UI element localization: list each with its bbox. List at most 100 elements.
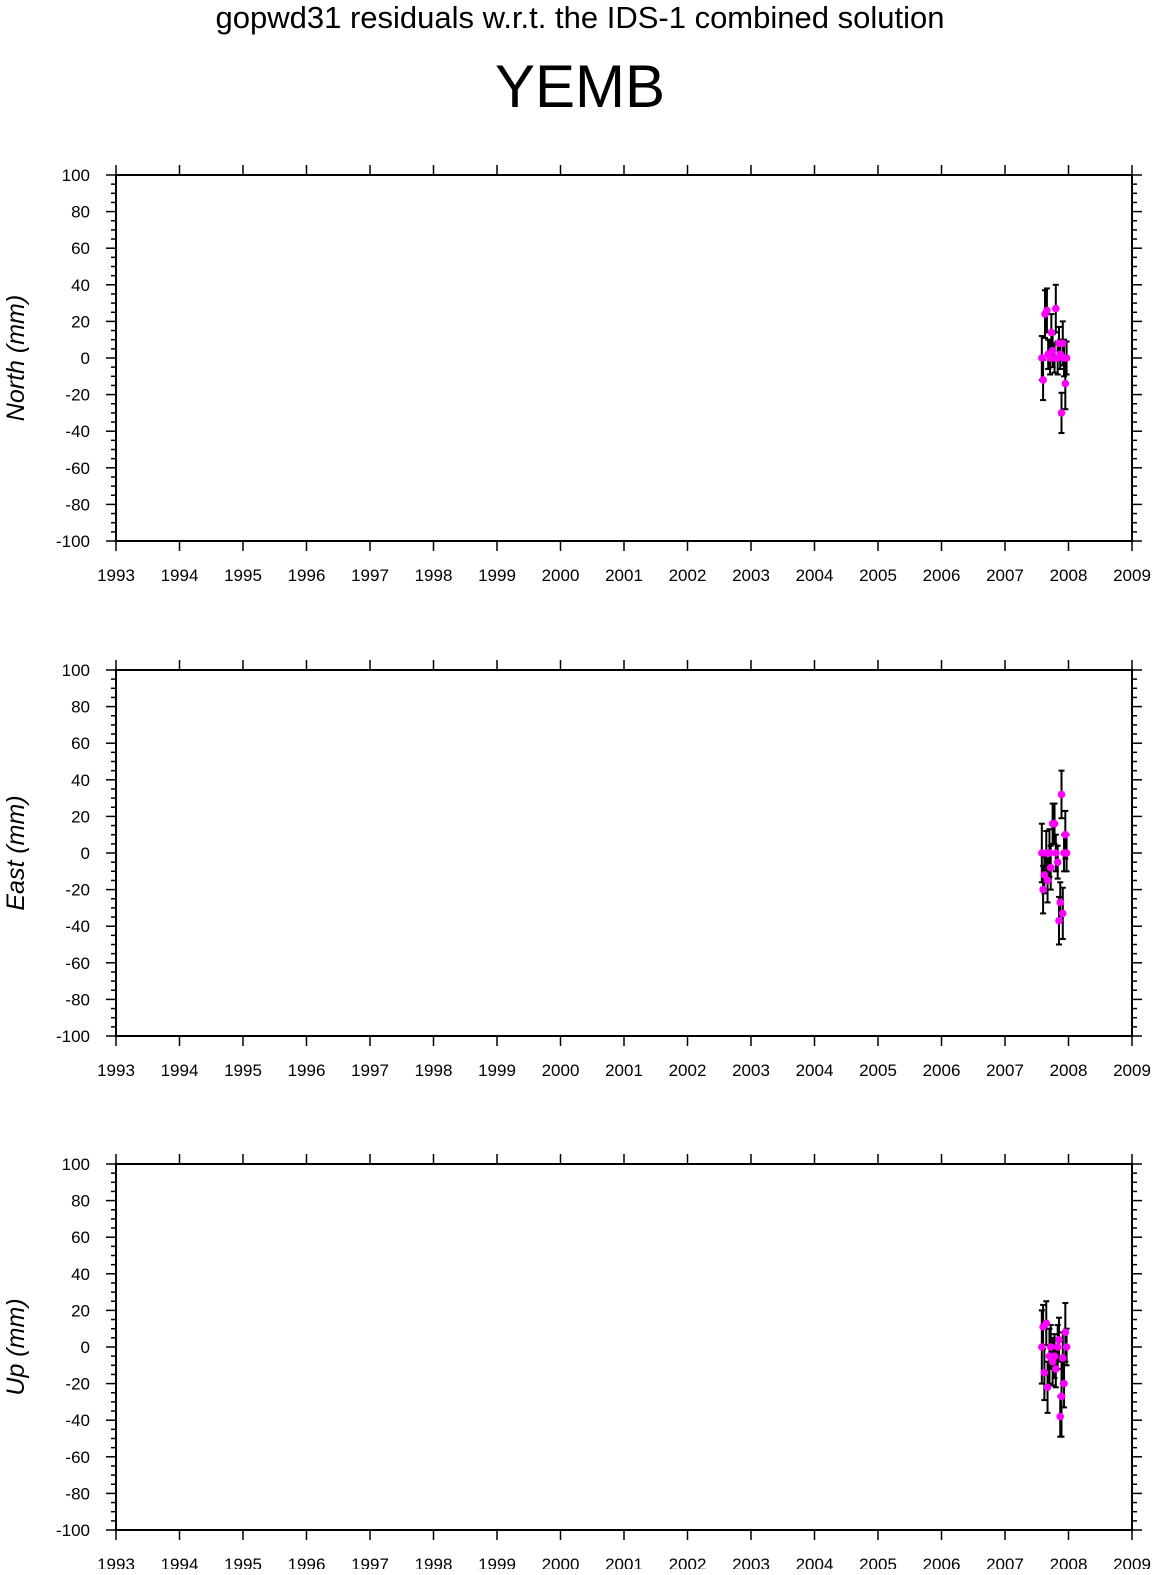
north-x-tick-label: 2004 — [796, 566, 834, 585]
up-y-tick-label: -60 — [65, 1448, 90, 1467]
north-data-point — [1058, 339, 1067, 348]
east-x-tick-label: 2002 — [669, 1061, 707, 1080]
north-data-point — [1043, 306, 1051, 315]
east-data-point — [1053, 858, 1062, 866]
up-data-point — [1057, 1392, 1066, 1401]
north-x-tick-label: 2006 — [923, 566, 961, 585]
up-data-point — [1052, 1365, 1060, 1373]
east-data-point — [1056, 898, 1065, 907]
up-x-tick-label: 2004 — [796, 1555, 834, 1569]
up-y-tick-label: 40 — [71, 1265, 90, 1284]
east-y-tick-label: 80 — [71, 698, 90, 717]
up-x-tick-label: 2002 — [669, 1555, 707, 1569]
north-x-tick-label: 2009 — [1113, 566, 1151, 585]
east-x-tick-label: 1997 — [351, 1061, 389, 1080]
east-y-tick-label: -60 — [65, 954, 90, 973]
east-y-tick-label: 60 — [71, 734, 90, 753]
up-x-tick-label: 1994 — [161, 1555, 199, 1569]
up-x-tick-label: 1996 — [288, 1555, 326, 1569]
up-data-point — [1046, 1343, 1055, 1351]
up-plot-frame — [115, 1163, 1133, 1531]
north-x-tick-label: 1999 — [478, 566, 516, 585]
east-y-tick-label: -80 — [65, 990, 90, 1009]
up-x-tick-label: 2007 — [986, 1555, 1024, 1569]
up-panel: -100 -80 -60 -40 -20 0 20 40 60 80 100 1993 1994 1995… — [2, 1154, 1151, 1569]
east-data-point — [1061, 830, 1070, 839]
up-y-tick-label: 20 — [71, 1301, 90, 1320]
north-y-tick-label: -100 — [56, 532, 90, 551]
east-axis-label: East (mm) — [2, 795, 30, 910]
north-y-tick-label: -20 — [65, 386, 90, 405]
east-x-tick-label: 2006 — [923, 1061, 961, 1080]
up-y-tick-label: 0 — [81, 1338, 90, 1357]
north-x-tick-label: 1996 — [288, 566, 326, 585]
up-x-tick-label: 1995 — [224, 1555, 262, 1569]
up-x-tick-label: 1997 — [351, 1555, 389, 1569]
east-y-tick-label: 40 — [71, 771, 90, 790]
north-data-point — [1038, 354, 1046, 362]
up-data-point — [1055, 1335, 1063, 1344]
north-data-point — [1052, 304, 1060, 313]
east-x-tick-label: 2000 — [542, 1061, 580, 1080]
east-panel: -100 -80 -60 -40 -20 0 20 40 60 80 100 1993 1994 1995… — [2, 660, 1151, 1080]
up-data-point — [1053, 1343, 1062, 1351]
east-data-point — [1057, 790, 1066, 799]
north-x-tick-label: 2008 — [1050, 566, 1088, 585]
up-data-point — [1062, 1343, 1071, 1351]
north-data-point — [1062, 354, 1071, 362]
up-data-point — [1060, 1379, 1068, 1388]
up-x-tick-label: 2009 — [1113, 1555, 1151, 1569]
north-data-point — [1057, 409, 1066, 417]
north-x-tick-label: 2002 — [669, 566, 707, 585]
up-y-tick-label: -20 — [65, 1375, 90, 1394]
north-data-point — [1048, 346, 1057, 355]
station-name: YEMB — [494, 53, 666, 120]
east-y-tick-label: 20 — [71, 807, 90, 826]
up-x-tick-label: 2000 — [542, 1555, 580, 1569]
up-data-point — [1040, 1368, 1049, 1377]
up-x-tick-label: 2005 — [859, 1555, 897, 1569]
east-data-point — [1039, 885, 1047, 894]
east-data-point — [1045, 849, 1054, 857]
east-y-tick-label: 0 — [81, 844, 90, 863]
north-y-tick-label: -60 — [65, 459, 90, 478]
east-y-tick-label: -100 — [56, 1027, 90, 1046]
up-x-tick-label: 1998 — [415, 1555, 453, 1569]
north-x-tick-label: 1997 — [351, 566, 389, 585]
north-x-tick-label: 1995 — [224, 566, 262, 585]
east-x-tick-label: 2004 — [796, 1061, 834, 1080]
east-x-tick-label: 1993 — [97, 1061, 135, 1080]
up-x-tick-label: 2003 — [732, 1555, 770, 1569]
up-y-tick-label: 100 — [62, 1155, 90, 1174]
east-x-tick-label: 2003 — [732, 1061, 770, 1080]
north-x-tick-label: 1998 — [415, 566, 453, 585]
up-x-tick-label: 1999 — [478, 1555, 516, 1569]
up-y-tick-label: -80 — [65, 1484, 90, 1503]
north-y-tick-label: -80 — [65, 495, 90, 514]
north-plot-frame — [115, 174, 1133, 542]
north-y-tick-label: 0 — [81, 349, 90, 368]
east-data-point — [1050, 819, 1059, 828]
east-x-tick-label: 2005 — [859, 1061, 897, 1080]
up-y-tick-label: 60 — [71, 1228, 90, 1247]
east-x-tick-label: 2008 — [1050, 1061, 1088, 1080]
north-x-tick-label: 2001 — [605, 566, 643, 585]
up-y-tick-label: -40 — [65, 1411, 90, 1430]
north-y-tick-label: 80 — [71, 203, 90, 222]
up-data-point — [1038, 1343, 1046, 1351]
east-data-point — [1040, 871, 1049, 879]
up-x-tick-label: 2006 — [923, 1555, 961, 1569]
north-y-tick-label: 100 — [62, 166, 90, 185]
east-data-point — [1058, 909, 1067, 918]
north-data-point — [1047, 328, 1056, 337]
east-x-tick-label: 1994 — [161, 1061, 199, 1080]
up-data-point — [1043, 1383, 1052, 1392]
east-x-tick-label: 1996 — [288, 1061, 326, 1080]
north-x-tick-label: 2005 — [859, 566, 897, 585]
east-y-tick-label: 100 — [62, 661, 90, 680]
east-x-tick-label: 2001 — [605, 1061, 643, 1080]
north-axis-label: North (mm) — [2, 295, 30, 421]
up-x-tick-label: 2001 — [605, 1555, 643, 1569]
north-x-tick-label: 1994 — [161, 566, 199, 585]
up-x-tick-label: 2008 — [1050, 1555, 1088, 1569]
